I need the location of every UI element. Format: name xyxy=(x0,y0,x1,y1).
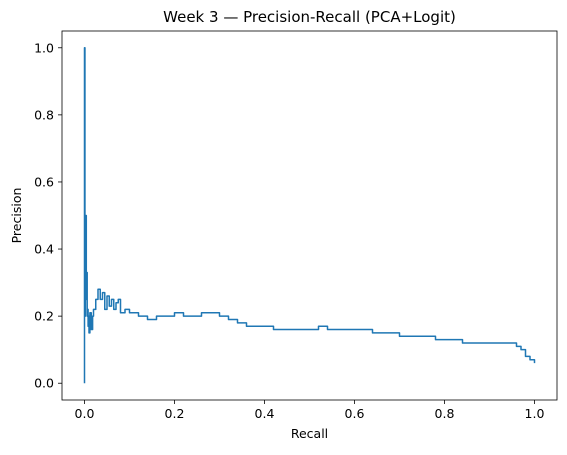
y-tick-label: 0.8 xyxy=(34,107,54,122)
y-tick-label: 0.6 xyxy=(34,174,54,189)
axes-frame xyxy=(61,30,558,401)
y-tick-label: 1.0 xyxy=(34,40,54,55)
chart-title: Week 3 — Precision-Recall (PCA+Logit) xyxy=(163,8,456,26)
plot-area xyxy=(83,47,536,384)
y-tick-label: 0.4 xyxy=(34,242,54,257)
pr-curve-line xyxy=(83,47,536,384)
x-tick-label: 0.8 xyxy=(435,406,455,421)
x-tick-label: 0.4 xyxy=(255,406,275,421)
x-axis-label: Recall xyxy=(291,426,328,441)
x-tick-label: 0.2 xyxy=(165,406,185,421)
x-tick-label: 0.6 xyxy=(345,406,365,421)
x-tick-label: 1.0 xyxy=(525,406,545,421)
y-tick-label: 0.0 xyxy=(34,376,54,391)
axis-ticks: 0.0 0.2 0.4 0.6 0.8 1.0 0.0 0.2 0.4 0.6 0.8 1.0 xyxy=(34,40,544,421)
x-tick-label: 0.0 xyxy=(75,406,95,421)
y-axis-label: Precision xyxy=(9,188,24,244)
y-tick-label: 0.2 xyxy=(34,309,54,324)
